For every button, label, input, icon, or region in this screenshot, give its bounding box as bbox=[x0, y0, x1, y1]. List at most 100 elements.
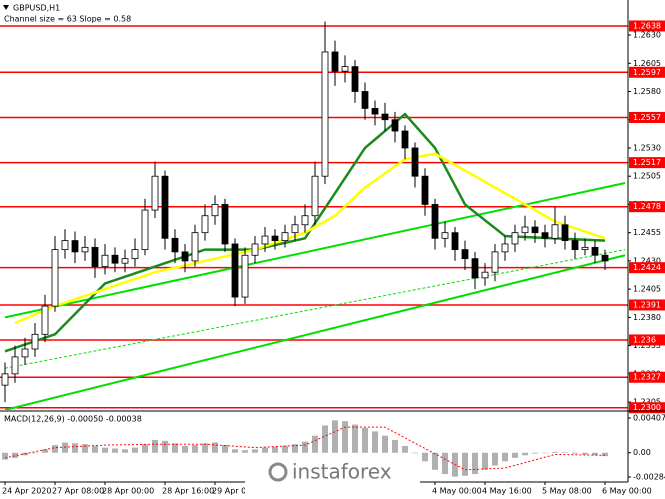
candle-body bbox=[81, 246, 89, 253]
candle-body bbox=[541, 232, 549, 239]
macd-bar bbox=[62, 442, 68, 453]
x-tick-label: 24 Apr 2020 bbox=[2, 487, 51, 496]
candle-body bbox=[231, 243, 239, 298]
moving-average bbox=[14, 152, 606, 325]
candle-body bbox=[151, 175, 159, 211]
candle-body bbox=[291, 224, 299, 234]
level-label: 1.2478 bbox=[633, 202, 661, 211]
macd-bar bbox=[462, 452, 468, 476]
symbol: GBPUSD,H1 bbox=[13, 4, 60, 13]
level-label-bg bbox=[629, 66, 665, 78]
candle-body bbox=[351, 66, 359, 92]
candle-body bbox=[341, 66, 349, 72]
candle-body bbox=[501, 243, 509, 253]
macd-bar bbox=[182, 445, 188, 453]
candle-body bbox=[491, 251, 499, 273]
macd-bar bbox=[282, 445, 288, 453]
candle-body bbox=[591, 246, 599, 256]
macd-bar bbox=[112, 448, 118, 453]
y-tick-label: 1.2530 bbox=[633, 143, 661, 152]
candle-body bbox=[401, 130, 409, 149]
watermark-bg bbox=[245, 480, 420, 499]
x-tick-label: 27 Apr 08:00 bbox=[52, 487, 104, 496]
candle-body bbox=[461, 249, 469, 260]
candle-body bbox=[271, 235, 279, 241]
x-tick-label: 29 Apr 08:00 bbox=[212, 487, 264, 496]
candle-body bbox=[551, 224, 559, 239]
y-tick-label: 1.2630 bbox=[633, 31, 661, 40]
y-tick-label: 1.2580 bbox=[633, 87, 661, 96]
macd-bar bbox=[592, 452, 598, 456]
candle-body bbox=[451, 232, 459, 251]
watermark-logo bbox=[268, 462, 288, 482]
level-label: 1.2517 bbox=[633, 158, 661, 167]
macd-plot bbox=[2, 420, 608, 477]
candle-body bbox=[11, 356, 19, 375]
macd-bar bbox=[152, 439, 158, 453]
moving-average bbox=[4, 112, 606, 353]
x-tick-label: 28 Apr 16:00 bbox=[162, 487, 214, 496]
macd-bar bbox=[572, 452, 578, 454]
y-tick-label: 0.00407 bbox=[633, 414, 665, 423]
level-label-bg bbox=[629, 371, 665, 383]
candle-body bbox=[101, 254, 109, 267]
macd-title: MACD(12,26,9) -0.00050 -0.00038 bbox=[4, 415, 142, 424]
channel-line bbox=[4, 181, 626, 319]
level-label-bg bbox=[629, 157, 665, 169]
price-plot bbox=[0, 21, 628, 410]
level-label: 1.236 bbox=[633, 335, 656, 344]
y-tick-label: 1.2605 bbox=[633, 59, 661, 68]
candle-body bbox=[371, 108, 379, 115]
level-label: 1.2391 bbox=[633, 300, 661, 309]
x-tick-label: 6 May 00:00 bbox=[602, 487, 652, 496]
macd-bar bbox=[382, 435, 388, 453]
level-label-bg bbox=[629, 334, 665, 346]
candle-body bbox=[561, 224, 569, 241]
macd-bar bbox=[192, 445, 198, 453]
macd-bar bbox=[562, 452, 568, 453]
macd-bar bbox=[232, 449, 238, 453]
macd-bar bbox=[12, 452, 18, 458]
macd-bar bbox=[42, 449, 48, 453]
y-tick-label: 1.2455 bbox=[633, 228, 661, 237]
candle-body bbox=[1, 373, 9, 386]
candle-body bbox=[251, 243, 259, 256]
macd-bar bbox=[442, 452, 448, 475]
macd-bar bbox=[402, 445, 408, 453]
macd-bar bbox=[242, 450, 248, 453]
channel-info: Channel size = 63 Slope = 0.58 bbox=[4, 15, 131, 24]
candle-body bbox=[211, 204, 219, 217]
macd-bar bbox=[512, 452, 518, 458]
macd-bar bbox=[392, 439, 398, 453]
y-tick-label: 1.2355 bbox=[633, 341, 661, 350]
y-tick-label: 1.2305 bbox=[633, 398, 661, 407]
candle-body bbox=[481, 271, 489, 279]
macd-bar bbox=[332, 420, 338, 453]
macd-bar bbox=[172, 443, 178, 453]
macd-bar bbox=[292, 444, 298, 453]
y-tick-label: -0.00284 bbox=[633, 472, 665, 481]
candle-body bbox=[281, 232, 289, 241]
level-label-bg bbox=[629, 402, 665, 414]
macd-bar bbox=[582, 452, 588, 455]
y-tick-label: 1.2380 bbox=[633, 313, 661, 322]
candle-body bbox=[521, 226, 529, 234]
macd-bar bbox=[262, 447, 268, 453]
candle-body bbox=[361, 91, 369, 109]
candle-body bbox=[581, 246, 589, 251]
candle-body bbox=[441, 232, 449, 239]
macd-bar bbox=[422, 452, 428, 462]
candle-body bbox=[201, 215, 209, 234]
macd-bar bbox=[412, 452, 418, 454]
watermark: instaforex bbox=[292, 460, 392, 484]
macd-bar bbox=[212, 442, 218, 453]
macd-bar bbox=[252, 449, 258, 453]
candle-body bbox=[41, 305, 49, 335]
level-label: 1.2638 bbox=[633, 21, 661, 30]
candle-body bbox=[141, 209, 149, 251]
macd-bar bbox=[102, 447, 108, 453]
macd-bar bbox=[92, 445, 98, 453]
macd-bar bbox=[52, 445, 58, 453]
candle-body bbox=[71, 240, 79, 253]
